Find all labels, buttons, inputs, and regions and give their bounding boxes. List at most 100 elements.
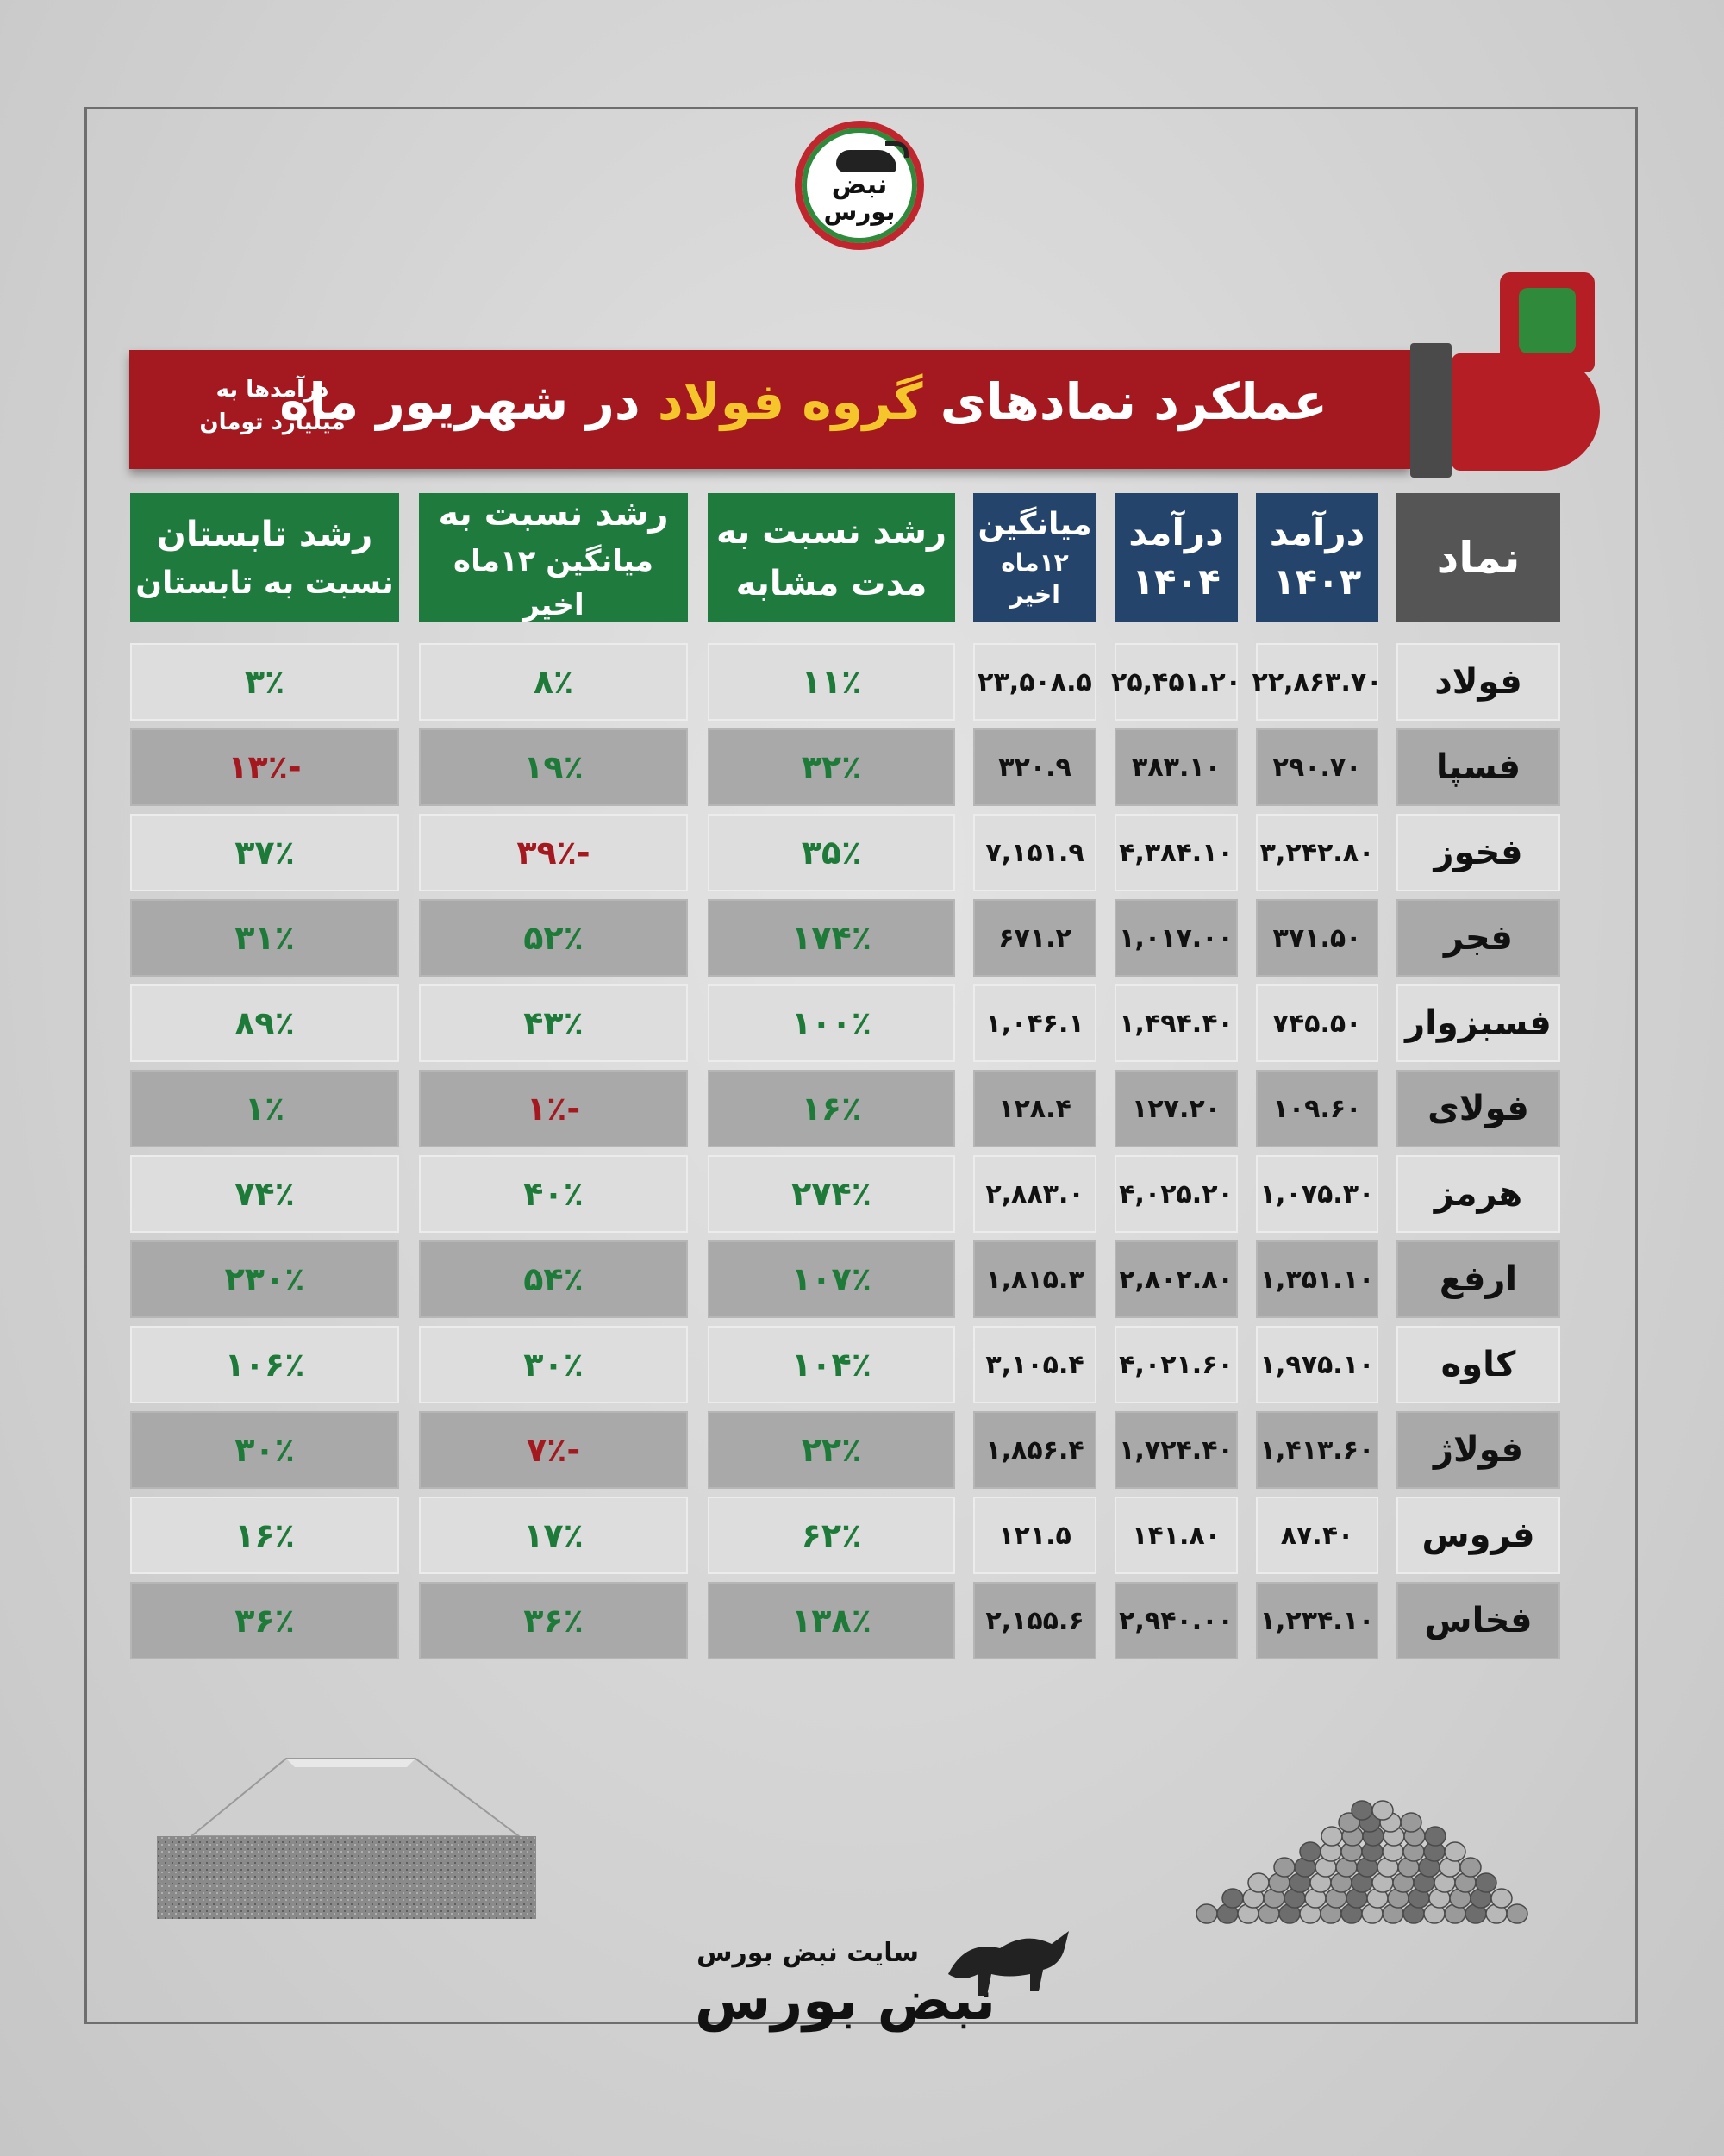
- header-growth-vs-avg: رشد نسبت به میانگین ۱۲ماه اخیر: [419, 493, 688, 622]
- cell-symbol: فسپا: [1396, 728, 1560, 806]
- cell-rev-1403: ۱۰۹.۶۰: [1256, 1070, 1378, 1147]
- cell-growth-summer: ۲۳۰٪: [130, 1240, 399, 1318]
- cell-symbol: فخوز: [1396, 814, 1560, 891]
- sleeve-cuff: [1410, 343, 1452, 478]
- cell-growth-avg: ۱۷٪: [419, 1497, 688, 1574]
- pellet: [1221, 1888, 1244, 1909]
- cell-symbol: هرمز: [1396, 1155, 1560, 1233]
- pellet: [1400, 1812, 1422, 1833]
- pellet: [1196, 1903, 1218, 1924]
- cell-growth-same: ۱۱٪: [708, 643, 955, 721]
- title-part1: عملکرد نمادهای: [940, 372, 1327, 431]
- cell-symbol: کاوه: [1396, 1326, 1560, 1403]
- cell-growth-summer: ۸۹٪: [130, 984, 399, 1062]
- cell-rev-1404: ۴,۰۲۱.۶۰: [1115, 1326, 1238, 1403]
- cell-rev-1404: ۱,۷۲۴.۴۰: [1115, 1411, 1238, 1489]
- cell-growth-same: ۱۰۰٪: [708, 984, 955, 1062]
- header-growth-summer-line1: رشد تابستان: [156, 515, 373, 554]
- cell-symbol: فولای: [1396, 1070, 1560, 1147]
- cell-growth-avg: ۱۹٪: [419, 728, 688, 806]
- pellet: [1273, 1857, 1296, 1878]
- header-growth-same-line2: مدت مشابه: [735, 564, 928, 603]
- logo-text-line1: نبض: [831, 170, 888, 201]
- pellet: [1459, 1857, 1482, 1878]
- cell-growth-avg: ۴۳٪: [419, 984, 688, 1062]
- cell-rev-1404: ۲۵,۴۵۱.۲۰: [1111, 643, 1240, 721]
- cell-growth-same: ۳۵٪: [708, 814, 955, 891]
- header-growth-same-period: رشد نسبت به مدت مشابه: [708, 493, 955, 622]
- pellet: [1424, 1826, 1446, 1847]
- cell-growth-same: ۱۶٪: [708, 1070, 955, 1147]
- cell-growth-avg: ۵۴٪: [419, 1240, 688, 1318]
- cell-growth-summer: ۱۰۶٪: [130, 1326, 399, 1403]
- cell-growth-same: ۱۳۸٪: [708, 1582, 955, 1659]
- steel-slab-icon: [157, 1758, 536, 1919]
- header-rev-1404-line1: درآمد: [1128, 511, 1224, 554]
- cell-avg-12m: ۳,۱۰۵.۴: [973, 1326, 1096, 1403]
- cell-avg-12m: ۱,۸۱۵.۳: [973, 1240, 1096, 1318]
- cell-avg-12m: ۲۳,۵۰۸.۵: [973, 643, 1096, 721]
- cell-rev-1404: ۱,۴۹۴.۴۰: [1115, 984, 1238, 1062]
- cell-symbol: فجر: [1396, 899, 1560, 977]
- cell-rev-1403: ۳۷۱.۵۰: [1256, 899, 1378, 977]
- cell-growth-summer: ۳۷٪: [130, 814, 399, 891]
- cell-growth-summer: ۱٪: [130, 1070, 399, 1147]
- pellet: [1247, 1872, 1270, 1893]
- phone-screen: [1519, 288, 1576, 353]
- pellet: [1490, 1888, 1513, 1909]
- cell-growth-summer: ۱۶٪: [130, 1497, 399, 1574]
- cell-avg-12m: ۱,۸۵۶.۴: [973, 1411, 1096, 1489]
- cell-symbol: فولاد: [1396, 643, 1560, 721]
- header-growth-same-line1: رشد نسبت به: [716, 512, 946, 552]
- header-growth-avg-line2: میانگین ۱۲ماه اخیر: [453, 544, 653, 622]
- cell-rev-1403: ۷۴۵.۵۰: [1256, 984, 1378, 1062]
- header-growth-avg-line1: رشد نسبت به: [438, 494, 669, 534]
- cell-growth-avg: ۵۲٪: [419, 899, 688, 977]
- cell-growth-same: ۲۷۴٪: [708, 1155, 955, 1233]
- header-rev-1403: درآمد ۱۴۰۳: [1256, 493, 1378, 622]
- cell-rev-1404: ۱,۰۱۷.۰۰: [1115, 899, 1238, 977]
- cell-growth-summer: -۱۳٪: [130, 728, 399, 806]
- header-avg-12m: میانگین ۱۲ماه اخیر: [973, 493, 1096, 622]
- header-rev-1403-line1: درآمد: [1269, 511, 1365, 554]
- cell-rev-1404: ۱۴۱.۸۰: [1115, 1497, 1238, 1574]
- cell-growth-same: ۱۷۴٪: [708, 899, 955, 977]
- cell-growth-same: ۲۲٪: [708, 1411, 955, 1489]
- cell-avg-12m: ۱,۰۴۶.۱: [973, 984, 1096, 1062]
- cell-symbol: فروس: [1396, 1497, 1560, 1574]
- header-symbol: نماد: [1396, 493, 1560, 622]
- hand-holding-phone-icon: [1452, 353, 1600, 471]
- cell-rev-1403: ۱,۲۳۴.۱۰: [1256, 1582, 1378, 1659]
- cell-avg-12m: ۷,۱۵۱.۹: [973, 814, 1096, 891]
- cell-growth-avg: ۳۶٪: [419, 1582, 688, 1659]
- pellet: [1475, 1872, 1497, 1893]
- cell-rev-1403: ۸۷.۴۰: [1256, 1497, 1378, 1574]
- pellet: [1506, 1903, 1528, 1924]
- cell-growth-summer: ۳۰٪: [130, 1411, 399, 1489]
- cell-avg-12m: ۱۲۱.۵: [973, 1497, 1096, 1574]
- cell-symbol: فسبزوار: [1396, 984, 1560, 1062]
- cell-growth-same: ۶۲٪: [708, 1497, 955, 1574]
- cell-rev-1404: ۲,۹۴۰.۰۰: [1115, 1582, 1238, 1659]
- cell-rev-1404: ۲,۸۰۲.۸۰: [1115, 1240, 1238, 1318]
- cell-rev-1404: ۴,۰۲۵.۲۰: [1115, 1155, 1238, 1233]
- cell-avg-12m: ۲,۱۵۵.۶: [973, 1582, 1096, 1659]
- page-title: عملکرد نمادهای گروه فولاد در شهریور ماه: [279, 372, 1327, 431]
- header-growth-summer: رشد تابستان نسبت به تابستان: [130, 493, 399, 622]
- cell-growth-same: ۱۰۷٪: [708, 1240, 955, 1318]
- pellet: [1444, 1841, 1466, 1862]
- cell-rev-1403: ۲۹۰.۷۰: [1256, 728, 1378, 806]
- bull-logo-icon: نبض بورس: [795, 121, 924, 250]
- cell-growth-avg: ۸٪: [419, 643, 688, 721]
- cell-rev-1404: ۴,۳۸۴.۱۰: [1115, 814, 1238, 891]
- header-avg-line2: ۱۲ماه اخیر: [1001, 547, 1069, 609]
- cell-growth-summer: ۷۴٪: [130, 1155, 399, 1233]
- cell-avg-12m: ۱۲۸.۴: [973, 1070, 1096, 1147]
- cell-avg-12m: ۲,۸۸۳.۰: [973, 1155, 1096, 1233]
- header-symbol-label: نماد: [1436, 533, 1521, 583]
- logo-text-line2: بورس: [823, 197, 896, 227]
- cell-growth-summer: ۳۶٪: [130, 1582, 399, 1659]
- cell-rev-1403: ۱,۳۵۱.۱۰: [1256, 1240, 1378, 1318]
- cell-growth-avg: -۷٪: [419, 1411, 688, 1489]
- iron-pellets-icon: [1196, 1800, 1528, 1924]
